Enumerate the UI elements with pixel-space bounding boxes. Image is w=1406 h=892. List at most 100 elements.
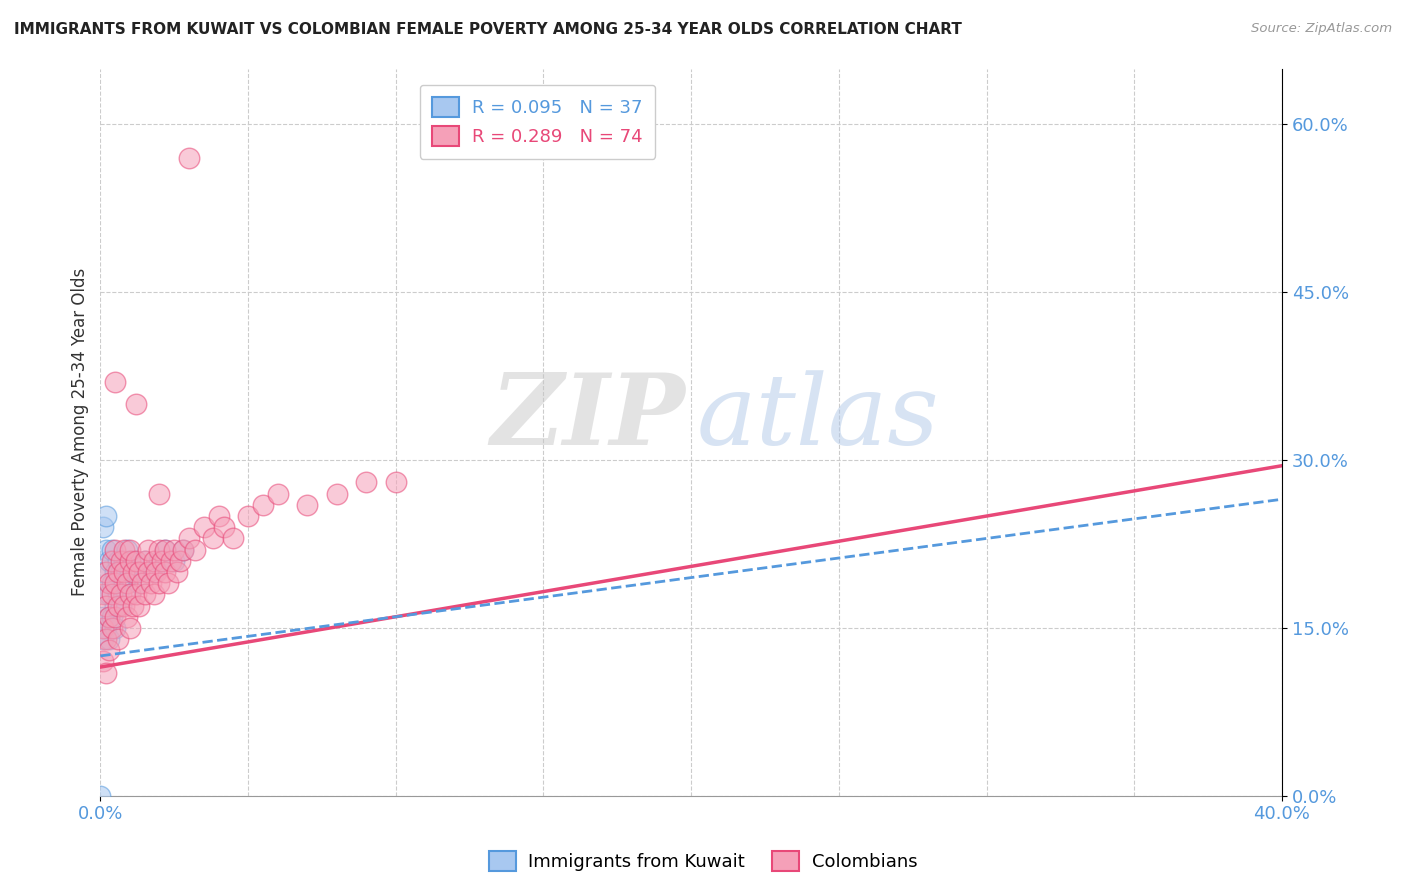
Point <box>104 576 127 591</box>
Point <box>107 565 129 579</box>
Point <box>201 532 224 546</box>
Point <box>134 554 156 568</box>
Point <box>155 542 177 557</box>
Point <box>118 542 141 557</box>
Point <box>214 520 236 534</box>
Point <box>163 554 186 568</box>
Point <box>101 621 124 635</box>
Point <box>89 789 111 803</box>
Point <box>222 532 245 546</box>
Point <box>98 554 121 568</box>
Point <box>121 599 143 613</box>
Point <box>118 621 141 635</box>
Point <box>148 542 170 557</box>
Point <box>145 565 167 579</box>
Point <box>354 475 377 490</box>
Point <box>112 565 135 579</box>
Text: ZIP: ZIP <box>491 369 685 466</box>
Point <box>115 542 138 557</box>
Point <box>236 509 259 524</box>
Point <box>325 486 347 500</box>
Point <box>98 609 121 624</box>
Point <box>139 576 162 591</box>
Point <box>163 542 186 557</box>
Point <box>118 554 141 568</box>
Point <box>101 542 124 557</box>
Point <box>110 565 132 579</box>
Point <box>121 554 143 568</box>
Point <box>115 576 138 591</box>
Point <box>148 576 170 591</box>
Point <box>177 151 200 165</box>
Point <box>91 609 114 624</box>
Point <box>91 565 114 579</box>
Point <box>96 565 118 579</box>
Point <box>150 554 173 568</box>
Point <box>91 632 114 647</box>
Point <box>98 576 121 591</box>
Point <box>110 599 132 613</box>
Point <box>91 520 114 534</box>
Point <box>98 643 121 657</box>
Point <box>91 621 114 635</box>
Point <box>169 554 191 568</box>
Point <box>96 587 118 601</box>
Point <box>118 587 141 601</box>
Point <box>177 532 200 546</box>
Point <box>101 576 124 591</box>
Point <box>98 587 121 601</box>
Point <box>172 542 194 557</box>
Point <box>166 565 188 579</box>
Point <box>101 609 124 624</box>
Point <box>101 587 124 601</box>
Point <box>98 609 121 624</box>
Point <box>110 587 132 601</box>
Legend: R = 0.095   N = 37, R = 0.289   N = 74: R = 0.095 N = 37, R = 0.289 N = 74 <box>420 85 655 159</box>
Point <box>148 554 170 568</box>
Point <box>155 542 177 557</box>
Point <box>136 542 159 557</box>
Point <box>96 542 118 557</box>
Point <box>107 587 129 601</box>
Point <box>98 632 121 647</box>
Point <box>104 542 127 557</box>
Point <box>142 587 165 601</box>
Point <box>384 475 406 490</box>
Point <box>91 655 114 669</box>
Point <box>118 587 141 601</box>
Point <box>125 397 148 411</box>
Point <box>134 587 156 601</box>
Point <box>96 621 118 635</box>
Point <box>112 599 135 613</box>
Point <box>134 554 156 568</box>
Point <box>104 565 127 579</box>
Point <box>118 565 141 579</box>
Point <box>155 565 177 579</box>
Point <box>125 587 148 601</box>
Point <box>96 599 118 613</box>
Point <box>125 565 148 579</box>
Point <box>115 609 138 624</box>
Point <box>107 632 129 647</box>
Text: atlas: atlas <box>697 370 939 466</box>
Point <box>96 509 118 524</box>
Point <box>96 632 118 647</box>
Text: IMMIGRANTS FROM KUWAIT VS COLOMBIAN FEMALE POVERTY AMONG 25-34 YEAR OLDS CORRELA: IMMIGRANTS FROM KUWAIT VS COLOMBIAN FEMA… <box>14 22 962 37</box>
Point <box>172 542 194 557</box>
Point <box>101 554 124 568</box>
Point <box>104 609 127 624</box>
Point <box>142 554 165 568</box>
Point <box>207 509 229 524</box>
Point <box>252 498 274 512</box>
Point <box>148 486 170 500</box>
Point <box>96 665 118 680</box>
Point <box>112 542 135 557</box>
Point <box>107 599 129 613</box>
Point <box>131 576 153 591</box>
Point <box>110 554 132 568</box>
Point <box>266 486 288 500</box>
Point <box>104 375 127 389</box>
Point <box>121 565 143 579</box>
Point <box>136 565 159 579</box>
Point <box>104 599 127 613</box>
